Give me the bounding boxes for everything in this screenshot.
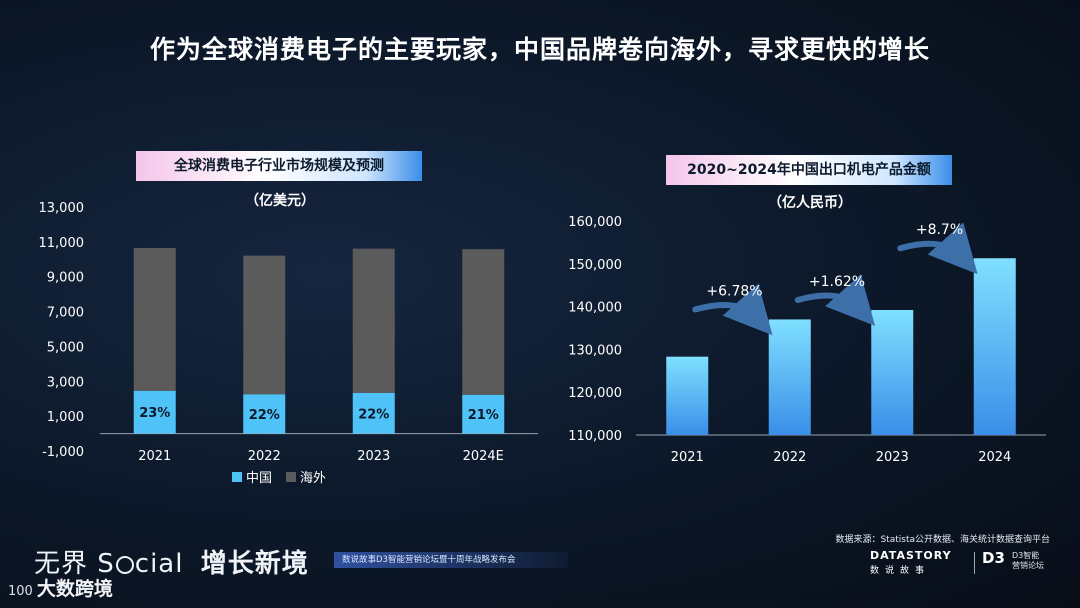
- chart2-ytick: 160,000: [568, 215, 622, 230]
- chart2-xtick: 2021: [671, 450, 704, 465]
- chart2-bar: [871, 310, 914, 435]
- watermark-logo-icon: 100: [8, 584, 33, 599]
- chart2-ytick: 110,000: [568, 429, 622, 444]
- chart2-xtick: 2022: [773, 450, 806, 465]
- footer-brand-c: 增长新境: [200, 549, 309, 579]
- chart2-bar: [666, 356, 709, 435]
- legend-item-overseas: 海外: [286, 467, 326, 486]
- chart1-bar-overseas: [243, 255, 286, 395]
- chart2-growth-label: +6.78%: [706, 283, 762, 299]
- chart1-bar-china: [133, 390, 176, 434]
- chart1-xtick: 2022: [248, 449, 281, 464]
- chart2-growth-label: +8.7%: [916, 222, 963, 238]
- d3-logo-sub-2: 营销论坛: [1012, 561, 1044, 570]
- chart2-ytick: 130,000: [568, 343, 622, 358]
- legend-label-china: 中国: [246, 471, 273, 486]
- chart2-growth-label: +1.62%: [809, 274, 865, 290]
- chart2-bar: [768, 319, 811, 435]
- legend-item-china: 中国: [232, 467, 272, 486]
- footer-brand: 无界 S cial 增长新境: [34, 543, 309, 580]
- chart1-plot: 13,000 11,000 9,000 7,000 5,000 3,000 1,000 -1,…: [39, 201, 538, 464]
- chart2-ytick: 140,000: [568, 301, 622, 316]
- legend-label-overseas: 海外: [300, 471, 327, 486]
- chart1-unit: （亿美元）: [245, 193, 315, 209]
- chart1-data-label: 22%: [249, 408, 280, 423]
- chart1-ytick: 5,000: [47, 340, 84, 355]
- chart1-data-label: 23%: [139, 406, 170, 421]
- chart2-growth-arrow-icon: [692, 283, 773, 336]
- datastory-logo-sub: 数说故事: [870, 566, 931, 576]
- chart1-ytick: 11,000: [39, 236, 85, 251]
- footer-band: 数说故事D3智能营销论坛暨十周年战略发布会: [334, 552, 568, 568]
- chart1-ytick: -1,000: [42, 445, 84, 460]
- chart1-bar-overseas: [133, 247, 176, 391]
- chart2-unit: （亿人民币）: [768, 195, 852, 211]
- chart1-bar-overseas: [462, 249, 505, 395]
- chart1-bar-china: [352, 392, 395, 434]
- datastory-logo: DATASTORY 数说故事: [870, 549, 952, 576]
- chart2-ytick: 150,000: [568, 258, 622, 273]
- d3-logo: D3: [982, 549, 1005, 567]
- chart1-data-label: 22%: [358, 407, 389, 422]
- d3-logo-sub: D3智能 营销论坛: [1012, 551, 1044, 571]
- chart1-ytick: 7,000: [47, 306, 84, 321]
- chart1-legend: 中国 海外: [232, 467, 326, 486]
- data-source: 数据来源：Statista公开数据、海关统计数据查询平台: [835, 535, 1050, 545]
- chart2-title: 2020~2024年中国出口机电产品金额: [666, 155, 952, 185]
- d3-logo-sub-1: D3智能: [1012, 551, 1040, 560]
- legend-swatch-china: [232, 471, 242, 482]
- page-title: 作为全球消费电子的主要玩家，中国品牌卷向海外，寻求更快的增长: [149, 35, 930, 64]
- chart1-title: 全球消费电子行业市场规模及预测: [136, 151, 422, 181]
- chart2-growth-arrow-icon: [794, 274, 876, 326]
- chart2-ytick: 120,000: [568, 386, 622, 401]
- chart1-ytick: 13,000: [39, 201, 85, 216]
- chart2-bar: [973, 258, 1016, 435]
- datastory-logo-text: DATASTORY: [870, 549, 952, 562]
- chart1-bar-overseas: [352, 248, 395, 393]
- chart1-data-label: 21%: [468, 408, 499, 423]
- chart2-xtick: 2023: [876, 450, 909, 465]
- footer-brand-o-icon: [115, 556, 134, 574]
- footer-brand-a: 无界 S: [34, 549, 115, 579]
- legend-swatch-overseas: [286, 471, 297, 482]
- chart1-xtick: 2023: [357, 449, 390, 464]
- chart1-ytick: 9,000: [47, 271, 84, 286]
- chart1-xtick: 2021: [138, 449, 171, 464]
- chart2-xtick: 2024: [978, 450, 1011, 465]
- chart1-ytick: 1,000: [47, 410, 84, 425]
- chart1-ytick: 3,000: [47, 375, 84, 390]
- chart2-plot: 160,000 150,000 140,000 130,000 120,000 110,0…: [568, 215, 1046, 465]
- chart2-growth-arrow-icon: [897, 222, 978, 275]
- watermark: 100 大数跨境: [8, 574, 113, 601]
- chart1-bar-china: [243, 394, 286, 434]
- logo-divider: [974, 552, 975, 574]
- chart1-xtick: 2024E: [463, 449, 504, 464]
- chart1-bar-china: [462, 394, 505, 434]
- footer-brand-b: cial: [134, 549, 184, 579]
- watermark-text: 大数跨境: [36, 578, 113, 600]
